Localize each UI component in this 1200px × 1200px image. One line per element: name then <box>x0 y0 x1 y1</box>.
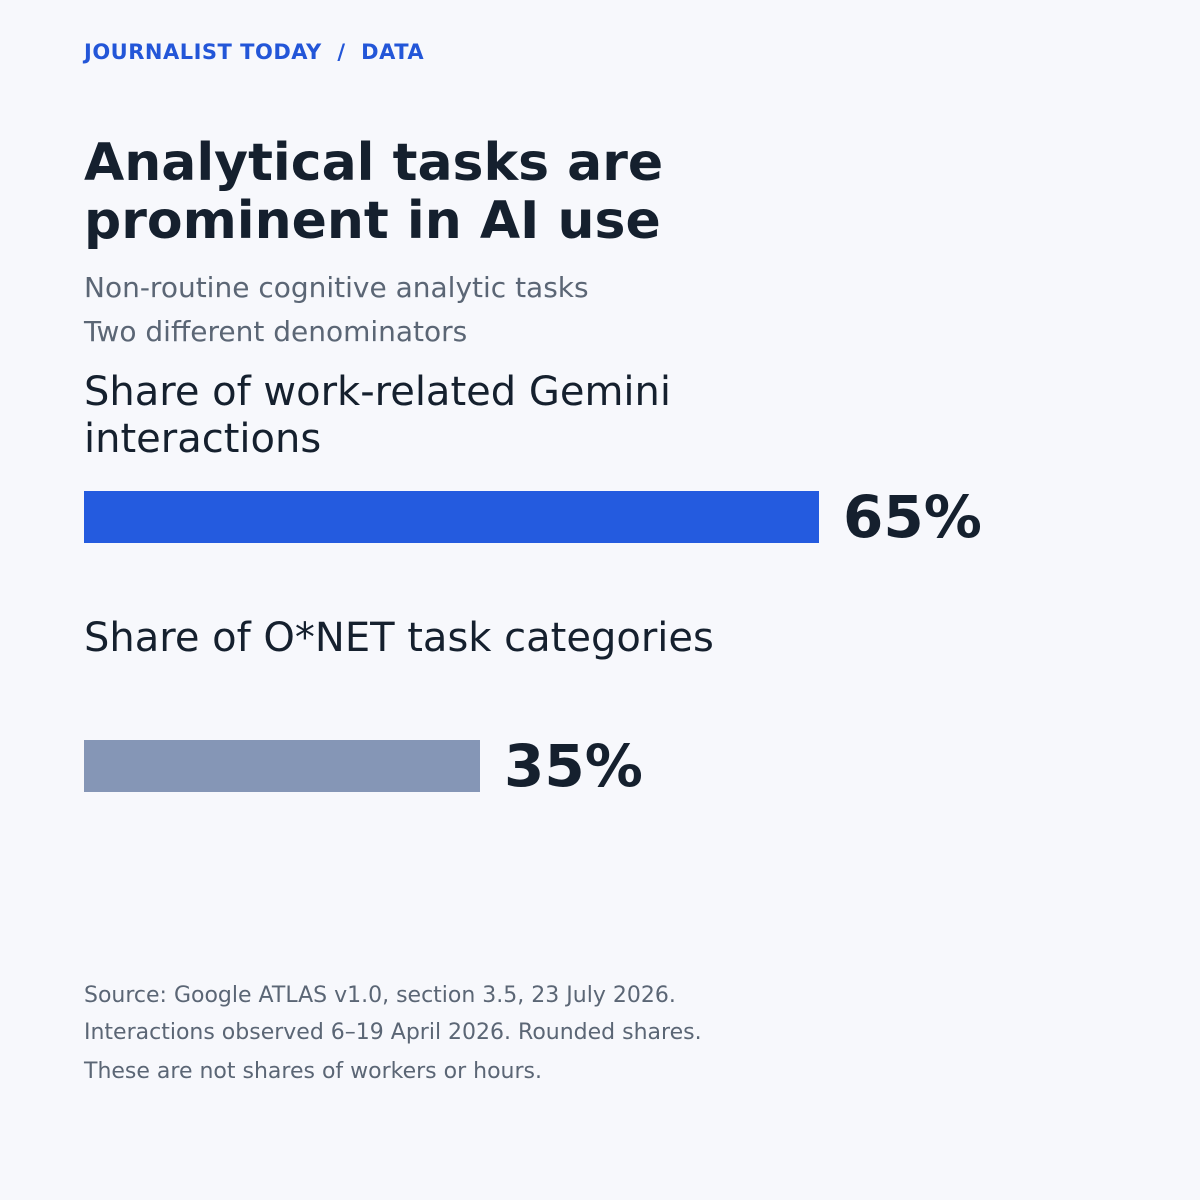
bar-track: 65% <box>84 483 982 551</box>
caveat-note: These are not shares of workers or hours… <box>84 1059 542 1084</box>
bar-onet-task-categories <box>84 740 480 792</box>
chart-title: Analytical tasks are prominent in AI use <box>84 133 664 251</box>
bar-track: 35% <box>84 732 900 800</box>
chart-subtitle-line-2: Two different denominators <box>84 315 468 348</box>
chart-subtitle-line-1: Non-routine cognitive analytic tasks <box>84 271 589 304</box>
bar-value-label: 35% <box>504 732 643 800</box>
bar-value-label: 65% <box>843 483 982 551</box>
source-note: Source: Google ATLAS v1.0, section 3.5, … <box>84 983 676 1008</box>
bar-category-label: Share of O*NET task categories <box>84 615 714 661</box>
bar-gemini-interactions <box>84 491 819 543</box>
publication-kicker: JOURNALIST TODAY / DATA <box>84 40 425 64</box>
observation-note: Interactions observed 6–19 April 2026. R… <box>84 1020 702 1045</box>
bar-category-label: Share of work-related Gemini interaction… <box>84 369 671 462</box>
